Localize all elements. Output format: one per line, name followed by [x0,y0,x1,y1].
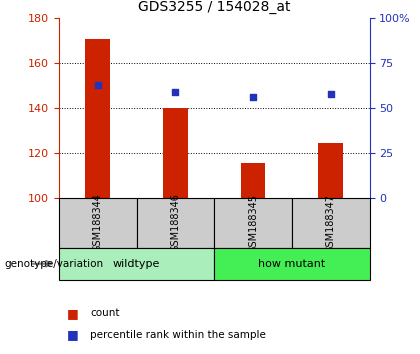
Text: percentile rank within the sample: percentile rank within the sample [90,330,266,339]
Point [172,89,179,95]
Text: genotype/variation: genotype/variation [4,259,103,269]
Bar [59,248,214,280]
Bar [318,143,343,198]
Text: count: count [90,308,120,318]
Bar [292,198,370,248]
Text: ■: ■ [67,307,79,320]
Text: ■: ■ [67,328,79,341]
Point [328,92,334,97]
Text: GSM188345: GSM188345 [248,194,258,252]
Bar [214,248,370,280]
Bar [163,108,188,198]
Bar [136,198,214,248]
Text: GSM188344: GSM188344 [93,194,102,252]
Bar [59,198,136,248]
Point [249,94,256,99]
Text: wildtype: wildtype [113,259,160,269]
Bar [85,39,110,198]
Text: how mutant: how mutant [258,259,326,269]
Bar [214,198,292,248]
Bar [241,163,265,198]
Point [94,82,101,88]
Title: GDS3255 / 154028_at: GDS3255 / 154028_at [138,0,291,14]
Text: GSM188346: GSM188346 [171,194,180,252]
Text: GSM188347: GSM188347 [326,194,336,252]
